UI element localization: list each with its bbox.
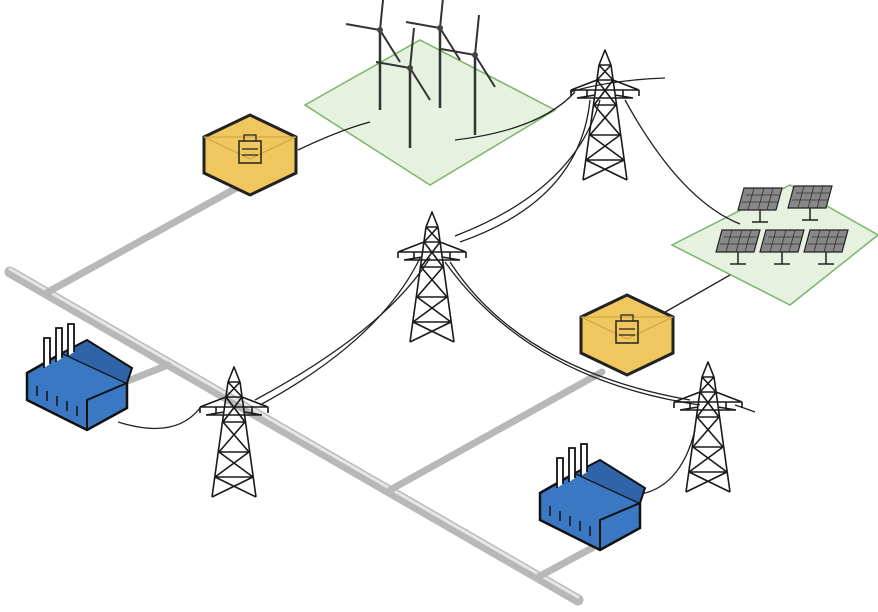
page — [0, 0, 878, 612]
wind-farm — [305, 0, 555, 185]
solar-farm — [672, 185, 878, 305]
energy-grid-illustration — [0, 0, 878, 612]
